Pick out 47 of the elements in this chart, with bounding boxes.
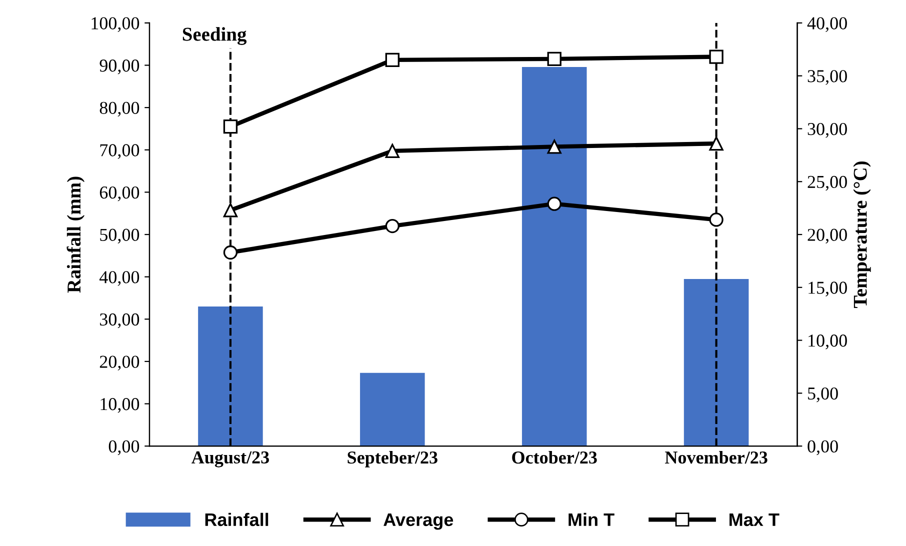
- bar: [360, 372, 425, 446]
- y2-tick-label: 5,00: [808, 387, 838, 402]
- y-tick-label: 80,00: [100, 102, 140, 117]
- bar: [198, 306, 263, 446]
- x-tick-label: August/23: [192, 451, 269, 468]
- point: [547, 52, 562, 66]
- y-tick-label: 0,00: [108, 440, 140, 456]
- point: [709, 212, 724, 227]
- legend-label: Rainfall: [205, 512, 268, 526]
- point: [223, 245, 238, 260]
- y-tick-label: 10,00: [100, 398, 140, 413]
- y-axis-title: Rainfall (mm): [66, 176, 85, 293]
- y-tick-label: 100,00: [92, 17, 140, 32]
- bar: [684, 278, 749, 446]
- point: [223, 203, 238, 218]
- y2-tick-label: 10,00: [808, 334, 847, 350]
- y2-axis-title: Temperature (°C): [853, 162, 871, 308]
- y2-tick-label: 0,00: [808, 440, 838, 456]
- x-tick-label: Septeber/23: [348, 450, 438, 468]
- legend-label: Max T: [730, 514, 780, 526]
- point: [385, 218, 400, 234]
- y2-tick-label: 30,00: [808, 122, 847, 138]
- y-tick-label: 70,00: [100, 144, 140, 159]
- point: [547, 196, 562, 211]
- y-tick-label: 40,00: [99, 271, 140, 286]
- point: [547, 140, 562, 154]
- point: [709, 50, 724, 64]
- ref-line-label: Seeding: [182, 27, 247, 45]
- y2-tick-label: 35,00: [808, 70, 847, 85]
- legend-label: Min T: [568, 512, 614, 526]
- y-tick-label: 50,00: [100, 228, 140, 244]
- x-tick-label: November/23: [665, 450, 768, 464]
- x-tick-label: October/23: [512, 450, 597, 464]
- bar: [522, 66, 587, 446]
- y-tick-label: 90,00: [100, 60, 140, 74]
- legend-label: Average: [384, 514, 454, 530]
- y-tick-label: 20,00: [100, 356, 140, 370]
- y-tick-label: 60,00: [100, 186, 140, 202]
- point: [709, 136, 724, 151]
- point: [223, 120, 238, 134]
- point: [385, 144, 400, 158]
- y-tick-label: 30,00: [100, 313, 140, 328]
- y2-tick-label: 15,00: [808, 282, 847, 296]
- point: [385, 52, 400, 68]
- y2-tick-label: 25,00: [808, 176, 847, 191]
- y2-tick-label: 40,00: [807, 17, 847, 32]
- y2-tick-label: 20,00: [808, 228, 847, 244]
